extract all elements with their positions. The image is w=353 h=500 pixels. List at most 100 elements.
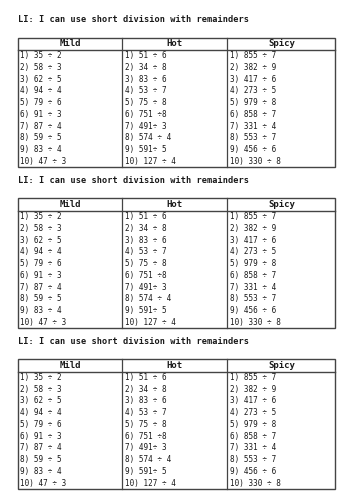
Text: 5) 79 ÷ 6: 5) 79 ÷ 6: [20, 420, 62, 429]
Text: 10) 127 ÷ 4: 10) 127 ÷ 4: [125, 318, 176, 327]
Text: 7) 331 ÷ 4: 7) 331 ÷ 4: [230, 282, 276, 292]
Text: Hot: Hot: [167, 39, 183, 48]
Text: 8) 59 ÷ 5: 8) 59 ÷ 5: [20, 455, 62, 464]
Text: 6) 858 ÷ 7: 6) 858 ÷ 7: [230, 432, 276, 440]
Text: 9) 83 ÷ 4: 9) 83 ÷ 4: [20, 306, 62, 315]
Text: 2) 58 ÷ 3: 2) 58 ÷ 3: [20, 224, 62, 233]
Text: 8) 59 ÷ 5: 8) 59 ÷ 5: [20, 134, 62, 142]
Text: Hot: Hot: [167, 361, 183, 370]
Text: 7) 491÷ 3: 7) 491÷ 3: [125, 282, 167, 292]
Text: 3) 417 ÷ 6: 3) 417 ÷ 6: [230, 396, 276, 406]
Text: 2) 382 ÷ 9: 2) 382 ÷ 9: [230, 63, 276, 72]
Text: 10) 127 ÷ 4: 10) 127 ÷ 4: [125, 157, 176, 166]
Text: 3) 83 ÷ 6: 3) 83 ÷ 6: [125, 236, 167, 244]
Bar: [18, 198, 335, 328]
Text: Spicy: Spicy: [268, 39, 295, 48]
Text: 4) 53 ÷ 7: 4) 53 ÷ 7: [125, 248, 167, 256]
Text: 4) 53 ÷ 7: 4) 53 ÷ 7: [125, 86, 167, 96]
Text: 9) 456 ÷ 6: 9) 456 ÷ 6: [230, 145, 276, 154]
Text: 6) 858 ÷ 7: 6) 858 ÷ 7: [230, 110, 276, 119]
Text: 3) 417 ÷ 6: 3) 417 ÷ 6: [230, 74, 276, 84]
Text: Spicy: Spicy: [268, 200, 295, 209]
Text: 1) 35 ÷ 2: 1) 35 ÷ 2: [20, 212, 62, 221]
Text: 4) 273 ÷ 5: 4) 273 ÷ 5: [230, 86, 276, 96]
Text: 8) 59 ÷ 5: 8) 59 ÷ 5: [20, 294, 62, 304]
Text: 6) 751 ÷8: 6) 751 ÷8: [125, 110, 167, 119]
Text: 4) 273 ÷ 5: 4) 273 ÷ 5: [230, 408, 276, 417]
Text: 8) 553 ÷ 7: 8) 553 ÷ 7: [230, 294, 276, 304]
Text: 10) 330 ÷ 8: 10) 330 ÷ 8: [230, 318, 281, 327]
Text: 3) 62 ÷ 5: 3) 62 ÷ 5: [20, 236, 62, 244]
Text: 7) 491÷ 3: 7) 491÷ 3: [125, 444, 167, 452]
Text: Mild: Mild: [59, 361, 81, 370]
Text: 2) 58 ÷ 3: 2) 58 ÷ 3: [20, 63, 62, 72]
Text: 3) 83 ÷ 6: 3) 83 ÷ 6: [125, 396, 167, 406]
Text: 5) 979 ÷ 8: 5) 979 ÷ 8: [230, 98, 276, 107]
Text: 6) 91 ÷ 3: 6) 91 ÷ 3: [20, 110, 62, 119]
Text: Hot: Hot: [167, 200, 183, 209]
Text: 8) 553 ÷ 7: 8) 553 ÷ 7: [230, 134, 276, 142]
Text: 9) 83 ÷ 4: 9) 83 ÷ 4: [20, 145, 62, 154]
Text: 9) 83 ÷ 4: 9) 83 ÷ 4: [20, 467, 62, 476]
Text: 5) 79 ÷ 6: 5) 79 ÷ 6: [20, 259, 62, 268]
Text: 2) 34 ÷ 8: 2) 34 ÷ 8: [125, 384, 167, 394]
Text: 5) 979 ÷ 8: 5) 979 ÷ 8: [230, 259, 276, 268]
Text: 8) 574 ÷ 4: 8) 574 ÷ 4: [125, 455, 172, 464]
Text: 8) 574 ÷ 4: 8) 574 ÷ 4: [125, 134, 172, 142]
Text: 7) 331 ÷ 4: 7) 331 ÷ 4: [230, 122, 276, 130]
Text: 5) 75 ÷ 8: 5) 75 ÷ 8: [125, 98, 167, 107]
Text: 9) 591÷ 5: 9) 591÷ 5: [125, 306, 167, 315]
Text: 1) 51 ÷ 6: 1) 51 ÷ 6: [125, 212, 167, 221]
Text: 1) 51 ÷ 6: 1) 51 ÷ 6: [125, 373, 167, 382]
Text: 10) 127 ÷ 4: 10) 127 ÷ 4: [125, 478, 176, 488]
Text: 1) 35 ÷ 2: 1) 35 ÷ 2: [20, 51, 62, 60]
Text: Mild: Mild: [59, 200, 81, 209]
Text: 7) 331 ÷ 4: 7) 331 ÷ 4: [230, 444, 276, 452]
Text: LI: I can use short division with remainders: LI: I can use short division with remain…: [18, 336, 249, 345]
Bar: [18, 359, 335, 489]
Text: 2) 34 ÷ 8: 2) 34 ÷ 8: [125, 63, 167, 72]
Text: 1) 855 ÷ 7: 1) 855 ÷ 7: [230, 373, 276, 382]
Text: 4) 94 ÷ 4: 4) 94 ÷ 4: [20, 86, 62, 96]
Text: 1) 855 ÷ 7: 1) 855 ÷ 7: [230, 212, 276, 221]
Text: 6) 751 ÷8: 6) 751 ÷8: [125, 271, 167, 280]
Text: 6) 751 ÷8: 6) 751 ÷8: [125, 432, 167, 440]
Text: 7) 87 ÷ 4: 7) 87 ÷ 4: [20, 282, 62, 292]
Text: 4) 273 ÷ 5: 4) 273 ÷ 5: [230, 248, 276, 256]
Text: LI: I can use short division with remainders: LI: I can use short division with remain…: [18, 176, 249, 185]
Text: 9) 591÷ 5: 9) 591÷ 5: [125, 145, 167, 154]
Text: 3) 62 ÷ 5: 3) 62 ÷ 5: [20, 74, 62, 84]
Text: 1) 855 ÷ 7: 1) 855 ÷ 7: [230, 51, 276, 60]
Text: 1) 35 ÷ 2: 1) 35 ÷ 2: [20, 373, 62, 382]
Text: 5) 979 ÷ 8: 5) 979 ÷ 8: [230, 420, 276, 429]
Text: 10) 47 ÷ 3: 10) 47 ÷ 3: [20, 318, 67, 327]
Text: 8) 553 ÷ 7: 8) 553 ÷ 7: [230, 455, 276, 464]
Text: 2) 382 ÷ 9: 2) 382 ÷ 9: [230, 384, 276, 394]
Text: 3) 62 ÷ 5: 3) 62 ÷ 5: [20, 396, 62, 406]
Text: 4) 53 ÷ 7: 4) 53 ÷ 7: [125, 408, 167, 417]
Text: 5) 75 ÷ 8: 5) 75 ÷ 8: [125, 420, 167, 429]
Text: 10) 330 ÷ 8: 10) 330 ÷ 8: [230, 478, 281, 488]
Text: 7) 87 ÷ 4: 7) 87 ÷ 4: [20, 122, 62, 130]
Text: 6) 91 ÷ 3: 6) 91 ÷ 3: [20, 271, 62, 280]
Text: 5) 79 ÷ 6: 5) 79 ÷ 6: [20, 98, 62, 107]
Text: 3) 83 ÷ 6: 3) 83 ÷ 6: [125, 74, 167, 84]
Text: 10) 330 ÷ 8: 10) 330 ÷ 8: [230, 157, 281, 166]
Text: Mild: Mild: [59, 39, 81, 48]
Text: 7) 491÷ 3: 7) 491÷ 3: [125, 122, 167, 130]
Text: 7) 87 ÷ 4: 7) 87 ÷ 4: [20, 444, 62, 452]
Text: 2) 382 ÷ 9: 2) 382 ÷ 9: [230, 224, 276, 233]
Text: 1) 51 ÷ 6: 1) 51 ÷ 6: [125, 51, 167, 60]
Text: 10) 47 ÷ 3: 10) 47 ÷ 3: [20, 478, 67, 488]
Text: 4) 94 ÷ 4: 4) 94 ÷ 4: [20, 408, 62, 417]
Text: 10) 47 ÷ 3: 10) 47 ÷ 3: [20, 157, 67, 166]
Text: 3) 417 ÷ 6: 3) 417 ÷ 6: [230, 236, 276, 244]
Text: 5) 75 ÷ 8: 5) 75 ÷ 8: [125, 259, 167, 268]
Text: 4) 94 ÷ 4: 4) 94 ÷ 4: [20, 248, 62, 256]
Text: 6) 858 ÷ 7: 6) 858 ÷ 7: [230, 271, 276, 280]
Text: 8) 574 ÷ 4: 8) 574 ÷ 4: [125, 294, 172, 304]
Text: 6) 91 ÷ 3: 6) 91 ÷ 3: [20, 432, 62, 440]
Text: 9) 456 ÷ 6: 9) 456 ÷ 6: [230, 306, 276, 315]
Text: 2) 58 ÷ 3: 2) 58 ÷ 3: [20, 384, 62, 394]
Text: 2) 34 ÷ 8: 2) 34 ÷ 8: [125, 224, 167, 233]
